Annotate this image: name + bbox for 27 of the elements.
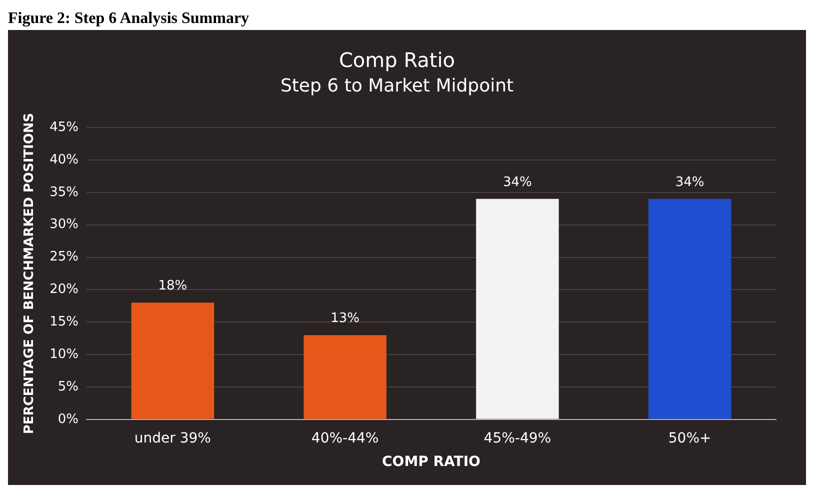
caption: Figure 2: Step 6 Analysis Summary xyxy=(8,9,250,29)
x-tick-label: 50%+ xyxy=(668,430,712,446)
x-tick-label: under 39% xyxy=(134,430,211,446)
y-tick-label: 15% xyxy=(50,314,78,330)
y-tick-label: 10% xyxy=(50,346,78,362)
chart-subtitle: Step 6 to Market Midpoint xyxy=(280,75,514,96)
bar xyxy=(304,335,386,419)
bar xyxy=(648,198,732,419)
chart-title: Comp Ratio xyxy=(338,48,456,72)
y-tick-label: 35% xyxy=(50,184,78,200)
y-axis-title: PERCENTAGE OF BENCHMARKED POSITIONS xyxy=(22,112,38,434)
data-label: 13% xyxy=(330,310,360,326)
data-label: 34% xyxy=(502,174,532,190)
x-tick-label: 40%-44% xyxy=(311,430,379,446)
data-label: 18% xyxy=(158,278,188,294)
y-tick-label: 25% xyxy=(50,250,78,265)
x-axis-title: COMP RATIO xyxy=(382,454,481,470)
data-label: 34% xyxy=(675,174,704,190)
y-tick-label: 5% xyxy=(58,379,78,394)
y-tick-label: 20% xyxy=(50,282,78,298)
y-tick-label: 0% xyxy=(58,412,78,427)
y-tick-label: 30% xyxy=(50,217,78,232)
bar xyxy=(131,302,214,419)
bar xyxy=(476,198,559,419)
y-tick-label: 45% xyxy=(50,120,78,135)
y-tick-label: 40% xyxy=(50,152,78,168)
x-tick-label: 45%-49% xyxy=(484,430,552,446)
